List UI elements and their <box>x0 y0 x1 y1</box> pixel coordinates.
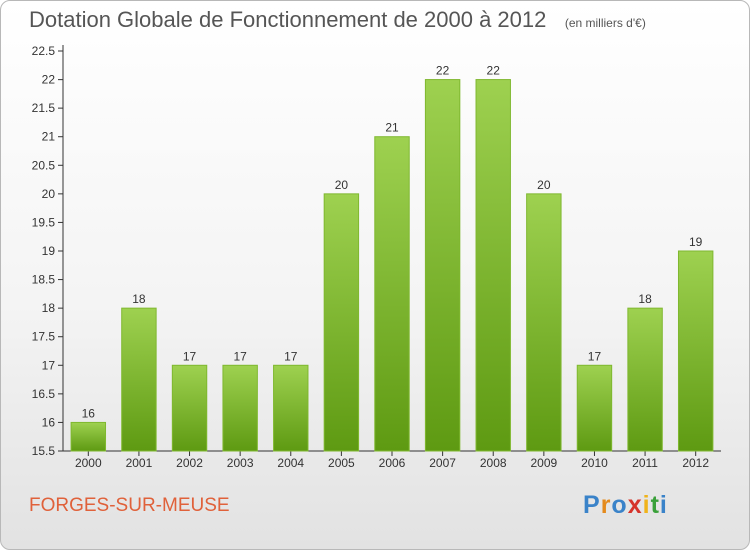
bar-value-label: 21 <box>385 121 399 135</box>
bar-value-label: 19 <box>689 235 703 249</box>
bar <box>374 136 410 452</box>
y-tick-label: 16.5 <box>32 387 56 401</box>
y-tick-label: 18 <box>42 301 56 315</box>
title-row: Dotation Globale de Fonctionnement de 20… <box>29 7 646 33</box>
y-tick-label: 20.5 <box>32 158 56 172</box>
logo-letter: t <box>650 491 660 519</box>
bar-value-label: 17 <box>588 349 602 363</box>
bar-value-label: 20 <box>335 178 349 192</box>
bar-value-label: 17 <box>183 349 197 363</box>
bar-value-label: 20 <box>537 178 551 192</box>
bar <box>171 364 208 452</box>
bar <box>222 364 258 452</box>
bar <box>273 364 309 452</box>
bar <box>677 250 714 452</box>
bar <box>121 307 157 452</box>
y-tick-label: 15.5 <box>32 444 56 458</box>
y-tick-label: 17 <box>42 358 56 372</box>
y-tick-label: 20 <box>42 187 56 201</box>
y-tick-label: 17.5 <box>32 330 56 344</box>
x-tick-label: 2005 <box>328 456 355 470</box>
proxiti-logo: Proxiti <box>583 491 668 520</box>
bar-value-label: 18 <box>638 292 652 306</box>
bar <box>475 79 511 452</box>
bar-value-label: 22 <box>487 64 501 78</box>
x-tick-label: 2001 <box>126 456 153 470</box>
logo-letter: P <box>583 491 601 519</box>
logo-letter: x <box>627 491 643 519</box>
bar-value-label: 17 <box>233 349 247 363</box>
x-tick-label: 2012 <box>682 456 709 470</box>
x-tick-label: 2002 <box>176 456 203 470</box>
y-tick-label: 18.5 <box>32 273 56 287</box>
logo-letter: i <box>659 491 668 519</box>
y-tick-label: 21.5 <box>32 101 56 115</box>
x-tick-label: 2007 <box>429 456 456 470</box>
bar <box>526 193 562 452</box>
y-tick-label: 22 <box>42 73 56 87</box>
y-tick-label: 19.5 <box>32 215 56 229</box>
bar <box>576 364 613 452</box>
x-tick-label: 2010 <box>581 456 608 470</box>
x-tick-label: 2003 <box>227 456 254 470</box>
x-tick-label: 2009 <box>530 456 557 470</box>
chart-title: Dotation Globale de Fonctionnement de 20… <box>29 7 547 32</box>
commune-name: FORGES-SUR-MEUSE <box>29 495 230 516</box>
x-tick-label: 2006 <box>379 456 406 470</box>
logo-letter: i <box>642 491 651 519</box>
x-tick-label: 2008 <box>480 456 507 470</box>
bar-value-label: 16 <box>82 406 96 420</box>
y-tick-label: 21 <box>42 130 56 144</box>
bar-value-label: 17 <box>284 349 298 363</box>
logo-letter: o <box>611 491 628 519</box>
bar <box>424 79 461 452</box>
y-tick-label: 16 <box>42 415 56 429</box>
x-tick-label: 2011 <box>632 456 658 470</box>
bar <box>323 193 360 452</box>
bar <box>70 421 107 452</box>
x-tick-label: 2000 <box>75 456 102 470</box>
bar <box>627 307 663 452</box>
x-tick-label: 2004 <box>277 456 304 470</box>
bar-value-label: 22 <box>436 64 450 78</box>
logo-letter: r <box>600 491 612 519</box>
chart-unit-label: (en milliers d'€) <box>564 16 646 30</box>
bar-value-label: 18 <box>132 292 146 306</box>
y-tick-label: 22.5 <box>32 44 56 58</box>
y-tick-label: 19 <box>42 244 56 258</box>
